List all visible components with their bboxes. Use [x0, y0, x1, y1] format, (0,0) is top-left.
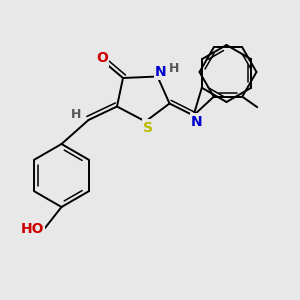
Text: N: N: [155, 65, 166, 79]
Text: O: O: [96, 52, 108, 65]
Text: S: S: [143, 121, 153, 134]
Text: N: N: [191, 115, 202, 128]
Text: H: H: [71, 108, 81, 121]
Text: HO: HO: [21, 222, 44, 236]
Text: H: H: [169, 61, 179, 75]
